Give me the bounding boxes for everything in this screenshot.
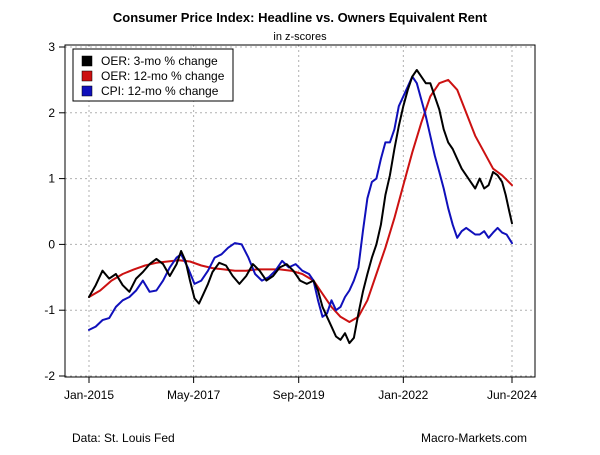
y-tick-label: -1 xyxy=(44,303,55,317)
legend-swatch-oer-12mo xyxy=(81,70,93,82)
series-line-cpi-12mo xyxy=(88,75,513,331)
y-tick-label: -2 xyxy=(44,369,55,383)
x-axis: Jan-2015 May-2017 Sep-2019 Jan-2022 Jun-2024 xyxy=(64,377,537,402)
x-tick-label: Sep-2019 xyxy=(273,388,325,402)
legend: OER: 3-mo % change OER: 12-mo % change C… xyxy=(72,48,234,102)
y-tick-label: 3 xyxy=(48,40,55,54)
chart-subtitle: in z-scores xyxy=(273,31,327,43)
legend-label-oer-3mo: OER: 3-mo % change xyxy=(101,54,218,68)
legend-label-oer-12mo: OER: 12-mo % change xyxy=(101,69,225,83)
x-tick-label: Jan-2015 xyxy=(64,388,114,402)
data-source-note: Data: St. Louis Fed xyxy=(72,431,175,445)
x-tick-label: Jun-2024 xyxy=(487,388,537,402)
chart-title: Consumer Price Index: Headline vs. Owner… xyxy=(113,10,488,25)
legend-label-cpi-12mo: CPI: 12-mo % change xyxy=(101,84,219,98)
legend-box xyxy=(72,48,234,102)
y-axis: -2 -1 0 1 2 3 xyxy=(44,40,65,383)
x-tick-label: May-2017 xyxy=(167,388,221,402)
legend-swatch-oer-3mo xyxy=(81,55,93,67)
y-tick-label: 2 xyxy=(48,106,55,120)
series-line-oer-12mo xyxy=(88,78,513,323)
y-tick-label: 1 xyxy=(48,172,55,186)
plot-frame xyxy=(64,44,536,378)
x-tick-label: Jan-2022 xyxy=(378,388,428,402)
legend-swatch-cpi-12mo xyxy=(81,85,93,97)
publisher-credit: Macro-Markets.com xyxy=(421,431,527,445)
series-line-oer-3mo xyxy=(88,69,513,345)
series-lines xyxy=(88,69,513,345)
y-tick-label: 0 xyxy=(48,237,55,251)
